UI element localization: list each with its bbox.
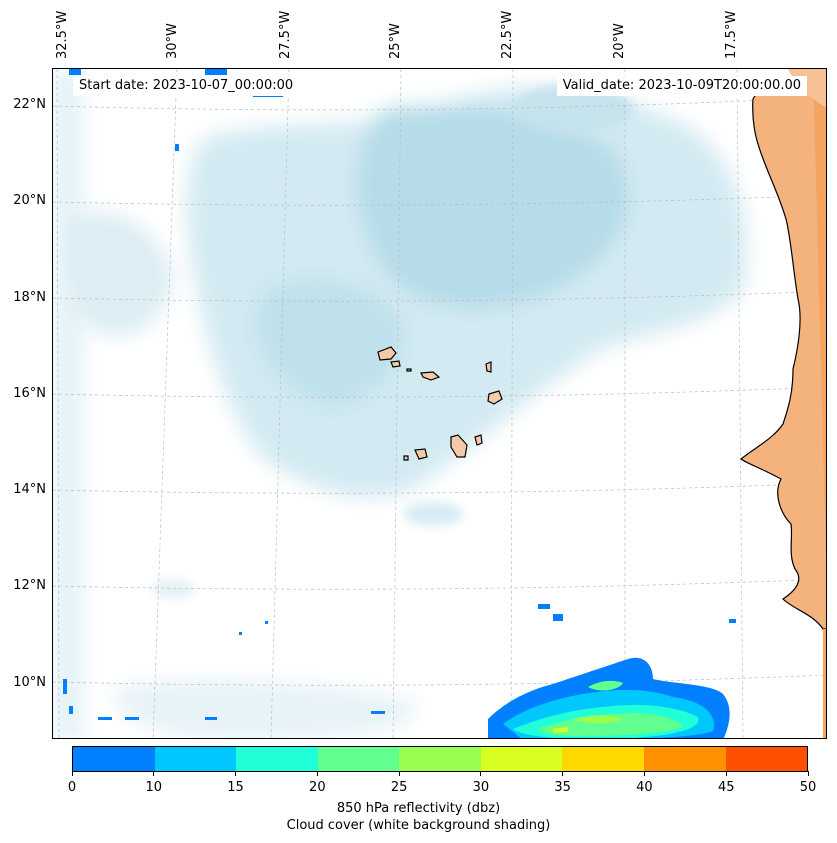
start-date-label: Start date: 2023-10-07_00:00:00: [73, 76, 300, 96]
lat-label-14n: 14°N: [13, 482, 46, 497]
colorbar-tick-label: 0: [67, 780, 77, 795]
colorbar-segment: [562, 747, 644, 771]
cloud-cover-shading: [53, 69, 747, 738]
colorbar-tick: [71, 771, 73, 776]
lat-label-22n: 22°N: [13, 97, 46, 112]
lat-label-12n: 12°N: [13, 578, 46, 593]
map-panel[interactable]: [52, 68, 827, 739]
colorbar-tick: [480, 771, 482, 776]
colorbar-tick-label: 45: [717, 780, 735, 795]
cape-verde-islands: [377, 346, 503, 461]
colorbar-segment: [480, 747, 563, 771]
colorbar-tick-label: 10: [145, 780, 163, 795]
colorbar-tick-label: 15: [227, 780, 244, 795]
colorbar-tick: [643, 771, 645, 776]
colorbar-tick: [807, 771, 809, 776]
lon-label-17-5w: 17.5°W: [724, 10, 739, 59]
colorbar-tick: [562, 771, 564, 776]
colorbar-segment: [725, 747, 808, 771]
colorbar-tick: [725, 771, 727, 776]
colorbar-tick: [235, 771, 237, 776]
colorbar-title: 850 hPa reflectivity (dbz): [336, 801, 501, 816]
colorbar-segment: [154, 747, 237, 771]
lat-label-16n: 16°N: [13, 386, 46, 401]
lon-label-22-5w: 22.5°W: [500, 10, 515, 59]
colorbar-tick-label: 40: [636, 780, 653, 795]
cloud-patches: [151, 85, 633, 599]
map-canvas: [53, 69, 826, 738]
colorbar: [72, 746, 808, 772]
colorbar-segment: [317, 747, 400, 771]
colorbar-tick: [316, 771, 318, 776]
colorbar-segment: [236, 747, 318, 771]
graticule: [53, 69, 826, 738]
colorbar-tick-label: 30: [472, 780, 490, 795]
colorbar-tick: [398, 771, 400, 776]
lon-label-25w: 25°W: [388, 23, 403, 59]
lon-label-20w: 20°W: [612, 23, 627, 59]
reflectivity-field: [63, 69, 736, 738]
colorbar-subtitle: Cloud cover (white background shading): [286, 818, 551, 833]
colorbar-segment: [399, 747, 481, 771]
lon-label-32-5w: 32.5°W: [55, 10, 70, 59]
colorbar-tick-label: 35: [554, 780, 571, 795]
lat-label-18n: 18°N: [13, 290, 46, 305]
colorbar-tick: [153, 771, 155, 776]
colorbar-segment: [643, 747, 726, 771]
lon-label-27-5w: 27.5°W: [278, 10, 293, 59]
lat-label-20n: 20°N: [13, 193, 46, 208]
colorbar-tick-label: 25: [390, 780, 408, 795]
land-africa: [740, 69, 826, 738]
lon-label-30w: 30°W: [165, 23, 180, 59]
colorbar-tick-label: 50: [799, 780, 817, 795]
valid-date-label: Valid_date: 2023-10-09T20:00:00.00: [556, 76, 807, 96]
colorbar-segment: [73, 747, 155, 771]
colorbar-tick-label: 20: [309, 780, 326, 795]
lat-label-10n: 10°N: [13, 675, 46, 690]
